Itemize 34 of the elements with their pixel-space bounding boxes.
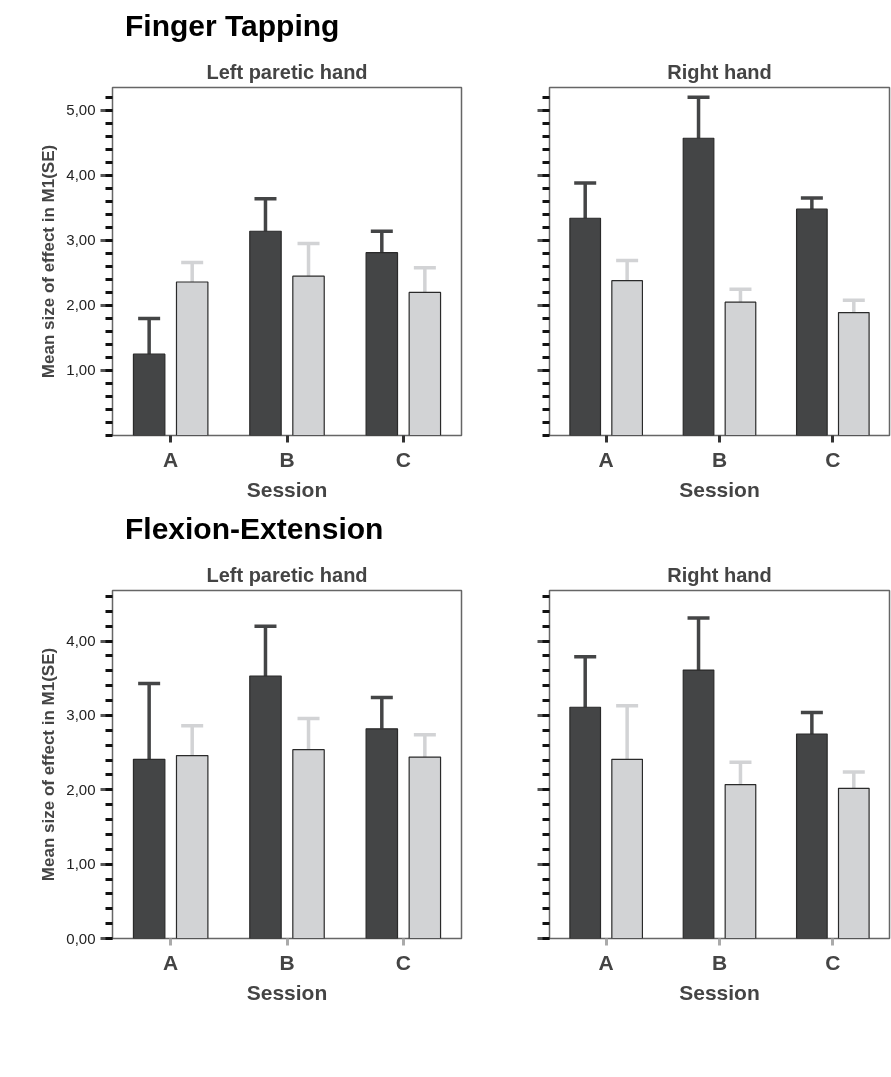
x-tick-label: C <box>825 447 841 471</box>
x-axis-title: Session <box>246 980 328 1004</box>
y-axis-title: Mean size of effect in M1(SE) <box>39 144 59 378</box>
x-tick-label: A <box>598 447 614 471</box>
chart-title: Finger Tapping <box>125 8 340 44</box>
x-axis-title: Session <box>679 477 760 501</box>
x-tick-label: C <box>825 950 841 974</box>
y-tick-label: 2,00 <box>66 780 96 798</box>
x-axis-title: Session <box>246 477 328 501</box>
y-tick-label: 1,00 <box>66 854 96 872</box>
y-tick-label: 4,00 <box>66 631 96 649</box>
x-tick-label: A <box>163 447 179 471</box>
y-tick-label: 1,00 <box>66 361 96 379</box>
x-tick-label: B <box>279 950 295 974</box>
y-tick-label: 0,00 <box>66 929 96 947</box>
chart-title: Flexion-Extension <box>125 510 384 547</box>
x-tick-label: B <box>711 447 728 471</box>
chart-subtitle: Left paretic hand <box>206 563 368 586</box>
x-tick-label: B <box>279 447 295 471</box>
y-axis-title: Mean size of effect in M1(SE) <box>39 647 59 881</box>
y-tick-label: 3,00 <box>66 231 96 249</box>
y-tick-label: 5,00 <box>66 101 96 119</box>
y-tick-label: 4,00 <box>66 166 96 184</box>
x-tick-label: B <box>711 950 728 974</box>
x-tick-label: C <box>395 950 411 974</box>
x-tick-label: C <box>395 447 411 471</box>
chart-subtitle: Right hand <box>667 563 772 586</box>
x-tick-label: A <box>598 950 614 974</box>
chart-subtitle: Right hand <box>667 60 772 83</box>
y-tick-label: 3,00 <box>66 706 96 724</box>
x-tick-label: A <box>163 950 179 974</box>
x-axis-title: Session <box>679 980 760 1004</box>
chart-subtitle: Left paretic hand <box>206 60 368 83</box>
y-tick-label: 2,00 <box>66 296 96 314</box>
